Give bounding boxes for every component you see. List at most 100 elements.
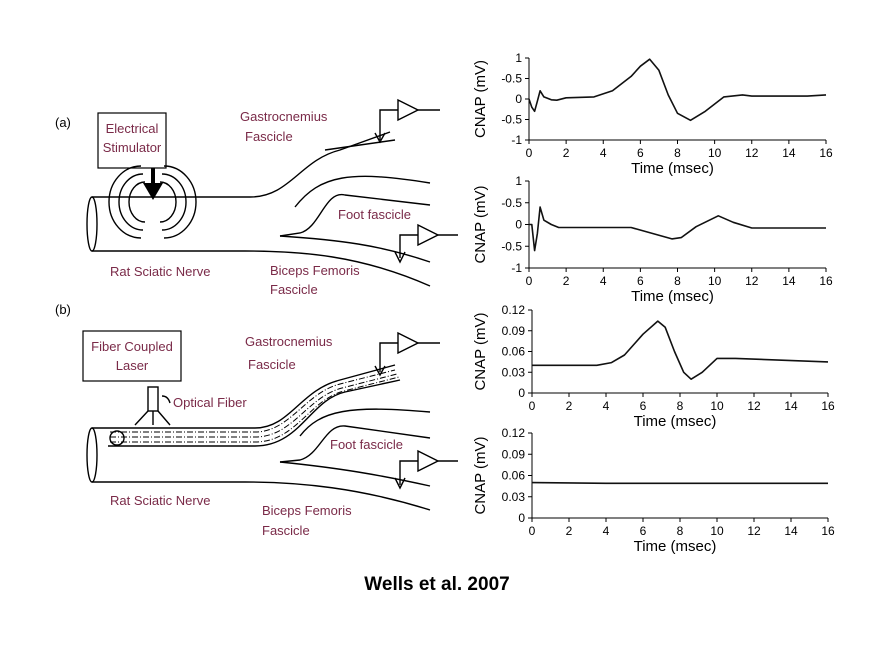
y-tick-label: -0.5 xyxy=(501,72,522,86)
x-tick-label: 10 xyxy=(708,274,722,288)
x-tick-label: 0 xyxy=(529,524,536,538)
x-tick-label: 6 xyxy=(640,524,647,538)
y-axis-label: CNAP (mV) xyxy=(472,436,489,514)
x-tick-label: 2 xyxy=(566,524,573,538)
stimulation-field-arcs-icon xyxy=(108,165,197,239)
x-tick-label: 6 xyxy=(637,274,644,288)
amplifier-icon xyxy=(374,98,440,144)
biceps-label-a-1: Biceps Femoris xyxy=(270,263,360,278)
electrical-stimulator-box xyxy=(97,112,167,169)
y-tick-label: 1 xyxy=(515,174,522,188)
cnap-trace xyxy=(528,58,827,122)
x-tick-label: 4 xyxy=(600,274,607,288)
chart-2: 0 2 4 6 8 10 12 14 16 1 -0.5 0 -0.5 -1 Time (msec) CNAP… xyxy=(472,174,833,305)
nerve-label-b: Rat Sciatic Nerve xyxy=(110,493,210,508)
chart-3: 0 2 4 6 8 10 12 14 16 0.12 0.09 0.06 0.03 0 Time (msec… xyxy=(472,303,835,430)
stimulator-label-2: Stimulator xyxy=(103,140,162,155)
x-tick-label: 8 xyxy=(674,274,681,288)
cnap-trace xyxy=(531,481,828,485)
panel-a-label: (a) xyxy=(55,115,71,130)
y-tick-label: 0 xyxy=(518,511,525,525)
panel-b-label: (b) xyxy=(55,302,71,317)
x-tick-label: 0 xyxy=(526,274,533,288)
x-axis-label: Time (msec) xyxy=(631,160,714,177)
y-tick-label: 0 xyxy=(518,386,525,400)
panel-b-diagram: (b) Fiber Coupled Laser Optical Fiber Ga… xyxy=(55,302,458,538)
x-tick-label: 2 xyxy=(563,274,570,288)
y-tick-label: -0.5 xyxy=(501,113,522,127)
amplifier-icon xyxy=(374,331,440,377)
fiber-coupled-laser-box xyxy=(82,330,182,382)
y-tick-label: 0.06 xyxy=(502,345,526,359)
x-tick-label: 2 xyxy=(566,399,573,413)
y-tick-label: 0.03 xyxy=(502,490,526,504)
optical-fiber-label: Optical Fiber xyxy=(173,395,247,410)
y-tick-label: -0.5 xyxy=(501,239,522,253)
x-tick-label: 0 xyxy=(529,399,536,413)
optical-fiber-icon xyxy=(134,386,171,426)
chart-4: 0 2 4 6 8 10 12 14 16 0.12 0.09 0.06 0.03 0 Time (msec… xyxy=(472,426,835,555)
y-tick-label: 0.09 xyxy=(502,447,526,461)
panel-a-diagram: (a) Electrical Stimulator Gastrocnemius … xyxy=(55,98,458,297)
x-tick-label: 16 xyxy=(821,524,835,538)
foot-label-b: Foot fascicle xyxy=(330,437,403,452)
x-tick-label: 14 xyxy=(784,399,798,413)
x-tick-label: 8 xyxy=(677,524,684,538)
sciatic-nerve-a xyxy=(86,131,431,287)
x-tick-label: 10 xyxy=(708,146,722,160)
y-tick-label: -1 xyxy=(511,133,522,147)
amplifier-icon xyxy=(394,223,458,264)
x-axis-label: Time (msec) xyxy=(634,413,717,430)
y-tick-label: 0.06 xyxy=(502,469,526,483)
cnap-trace xyxy=(529,206,826,252)
y-axis-label: CNAP (mV) xyxy=(472,185,489,263)
x-tick-label: 0 xyxy=(526,146,533,160)
y-axis-label: CNAP (mV) xyxy=(472,312,489,390)
x-tick-label: 12 xyxy=(745,146,759,160)
amplifier-icon xyxy=(394,449,458,490)
x-axis-label: Time (msec) xyxy=(631,288,714,305)
y-tick-label: 0.12 xyxy=(502,426,526,440)
y-tick-label: 0.03 xyxy=(502,365,526,379)
x-tick-label: 16 xyxy=(819,274,833,288)
figure-caption: Wells et al. 2007 xyxy=(364,574,509,595)
x-tick-label: 6 xyxy=(640,399,647,413)
x-tick-label: 10 xyxy=(710,399,724,413)
gastrocnemius-label-b-2: Fascicle xyxy=(248,357,296,372)
x-tick-label: 14 xyxy=(784,524,798,538)
biceps-label-b-2: Fascicle xyxy=(262,523,310,538)
gastrocnemius-label-a-2: Fascicle xyxy=(245,129,293,144)
y-tick-label: 0.12 xyxy=(502,303,526,317)
x-tick-label: 4 xyxy=(603,524,610,538)
y-tick-label: 0 xyxy=(515,92,522,106)
x-tick-label: 8 xyxy=(674,146,681,160)
y-tick-label: 1 xyxy=(515,51,522,65)
y-tick-label: -0.5 xyxy=(501,196,522,210)
stimulator-label-1: Electrical xyxy=(106,121,159,136)
chart-1: 0 2 4 6 8 10 12 14 16 1 -0.5 0 -0.5 -1 Time (msec) CNAP… xyxy=(472,51,833,177)
x-axis-label: Time (msec) xyxy=(634,538,717,555)
laser-label-2: Laser xyxy=(116,358,149,373)
x-tick-label: 8 xyxy=(677,399,684,413)
x-tick-label: 16 xyxy=(821,399,835,413)
foot-label-a: Foot fascicle xyxy=(338,207,411,222)
nerve-label-a: Rat Sciatic Nerve xyxy=(110,264,210,279)
x-tick-label: 14 xyxy=(782,274,796,288)
biceps-label-b-1: Biceps Femoris xyxy=(262,503,352,518)
laser-label-1: Fiber Coupled xyxy=(91,339,173,354)
x-tick-label: 12 xyxy=(747,399,761,413)
biceps-label-a-2: Fascicle xyxy=(270,282,318,297)
x-tick-label: 2 xyxy=(563,146,570,160)
y-tick-label: -1 xyxy=(511,261,522,275)
cnap-trace xyxy=(532,320,829,380)
x-tick-label: 4 xyxy=(600,146,607,160)
x-tick-label: 16 xyxy=(819,146,833,160)
x-tick-label: 12 xyxy=(747,524,761,538)
y-tick-label: 0 xyxy=(515,218,522,232)
x-tick-label: 6 xyxy=(637,146,644,160)
x-tick-label: 14 xyxy=(782,146,796,160)
gastrocnemius-label-a-1: Gastrocnemius xyxy=(240,109,328,124)
y-tick-label: 0.09 xyxy=(502,324,526,338)
